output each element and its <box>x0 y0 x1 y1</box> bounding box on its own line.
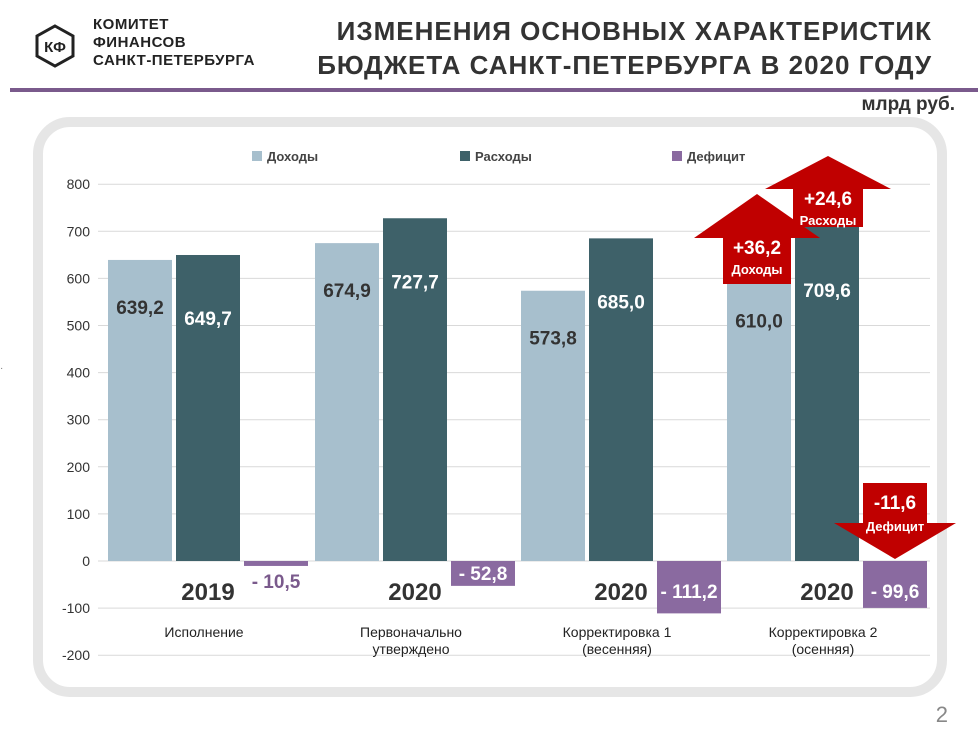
legend-swatch <box>672 151 682 161</box>
change-arrow-income <box>694 194 820 284</box>
bar-income <box>108 259 172 561</box>
bar-expense <box>383 218 447 561</box>
page-title-line2: БЮДЖЕТА САНКТ-ПЕТЕРБУРГА В 2020 ГОДУ <box>317 50 932 80</box>
category-label: Корректировка 2 <box>769 624 878 640</box>
y-tick-label: 600 <box>67 270 91 286</box>
category-label: Исполнение <box>164 624 243 640</box>
data-label: 674,9 <box>323 281 371 302</box>
year-label: 2019 <box>181 579 234 606</box>
bar-income <box>521 290 585 561</box>
year-label: 2020 <box>594 579 647 606</box>
data-label: 639,2 <box>116 298 164 319</box>
change-value: +24,6 <box>804 189 852 210</box>
legend-label: Расходы <box>475 149 532 164</box>
category-label: Корректировка 1 <box>563 624 672 640</box>
header: КФ КОМИТЕТ ФИНАНСОВ САНКТ-ПЕТЕРБУРГА ИЗМ… <box>0 0 980 92</box>
bar-expense <box>795 226 859 562</box>
data-label: 610,0 <box>735 312 783 333</box>
change-label: Дефицит <box>866 519 924 534</box>
y-tick-label: -200 <box>62 647 90 663</box>
legend-swatch <box>460 151 470 161</box>
y-tick-label: 100 <box>67 506 91 522</box>
category-label: утверждено <box>372 641 449 657</box>
page-number: 2 <box>935 702 948 727</box>
category-label: (весенняя) <box>582 641 652 657</box>
bar-deficit <box>657 561 721 614</box>
year-label: 2020 <box>388 579 441 606</box>
y-tick-label: 700 <box>67 223 91 239</box>
category-label: (осенняя) <box>792 641 855 657</box>
y-tick-label: 500 <box>67 318 91 334</box>
page-title-line1: ИЗМЕНЕНИЯ ОСНОВНЫХ ХАРАКТЕРИСТИК <box>336 16 932 46</box>
bar-income <box>315 243 379 561</box>
change-value: +36,2 <box>733 238 781 259</box>
org-name-line2: ФИНАНСОВ <box>93 34 187 51</box>
bar-deficit <box>451 561 515 586</box>
data-label: 727,7 <box>391 272 439 293</box>
data-label: 685,0 <box>597 292 645 313</box>
y-tick-label: 200 <box>67 459 91 475</box>
data-label: 573,8 <box>529 329 577 350</box>
edge-mark: · <box>0 363 4 374</box>
change-label: Расходы <box>800 213 857 228</box>
change-value: -11,6 <box>874 493 916 514</box>
y-tick-label: 800 <box>67 176 91 192</box>
y-tick-label: -100 <box>62 600 90 616</box>
year-label: 2020 <box>800 579 853 606</box>
y-tick-label: 300 <box>67 412 91 428</box>
bar-expense <box>176 254 240 561</box>
unit-label: млрд руб. <box>861 94 955 115</box>
org-name-line1: КОМИТЕТ <box>93 16 169 33</box>
change-label: Доходы <box>731 262 782 277</box>
logo-text: КФ <box>44 39 66 56</box>
y-tick-label: 0 <box>82 553 90 569</box>
bar-expense <box>589 238 653 562</box>
data-label: - 111,2 <box>660 582 717 603</box>
change-arrow-expense <box>765 156 891 227</box>
bar-income <box>727 273 791 561</box>
legend-label: Дефицит <box>687 149 745 164</box>
bar-deficit <box>244 561 308 566</box>
data-label: - 10,5 <box>252 572 301 593</box>
data-label: - 99,6 <box>871 582 920 603</box>
bar-deficit <box>863 561 927 608</box>
category-label: Первоначально <box>360 624 462 640</box>
change-arrow-deficit <box>834 483 956 559</box>
y-tick-label: 400 <box>67 365 91 381</box>
logo-icon: КФ <box>35 24 75 68</box>
header-divider <box>10 88 978 92</box>
data-label: - 52,8 <box>459 564 508 585</box>
org-name-line3: САНКТ-ПЕТЕРБУРГА <box>93 52 255 69</box>
data-label: 709,6 <box>803 281 851 302</box>
chart-frame <box>33 117 947 697</box>
legend-swatch <box>252 151 262 161</box>
data-label: 649,7 <box>184 309 232 330</box>
legend-label: Доходы <box>267 149 318 164</box>
